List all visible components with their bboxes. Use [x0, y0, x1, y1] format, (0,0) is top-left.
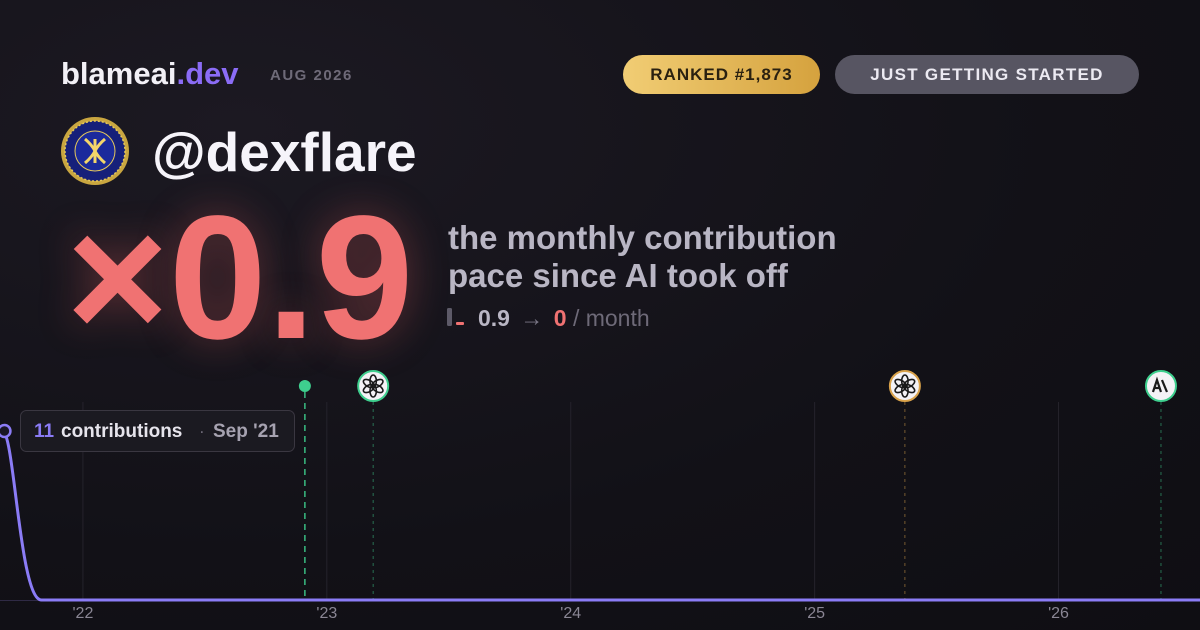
- date: AUG 2026: [270, 67, 353, 84]
- event-icon-circle: [357, 370, 390, 402]
- event-logo: [1151, 376, 1168, 393]
- description-line: pace since AI took off: [448, 257, 788, 294]
- pace-icon: [447, 308, 464, 326]
- pace-unit: / month: [572, 305, 650, 331]
- event-icon: [1144, 370, 1177, 402]
- x-tick-label: '24: [560, 605, 581, 622]
- handle: @dexflare: [152, 121, 417, 183]
- x-tick-label: '22: [72, 605, 93, 622]
- tooltip: 11 contributions · Sep '21: [20, 410, 295, 452]
- description-line: the monthly contribution: [448, 219, 837, 256]
- tooltip-date: Sep '21: [213, 421, 279, 442]
- pace-before: 0.9: [478, 305, 510, 331]
- point-marker: [0, 423, 12, 439]
- pace: 0.9 → 0 / month: [478, 305, 650, 332]
- avatar: [61, 117, 129, 185]
- status-badge: JUST GETTING STARTED: [835, 55, 1139, 94]
- tooltip-separator: ·: [199, 421, 205, 440]
- pace-arrow: →: [520, 305, 544, 331]
- event-icon: [888, 370, 921, 402]
- event-logo: [362, 378, 376, 389]
- event-icon: [357, 370, 390, 402]
- event-dot: [298, 380, 311, 392]
- pace-after: 0: [553, 305, 567, 331]
- event-logo: [894, 378, 907, 389]
- brand-name: blameai: [61, 56, 177, 91]
- contribution-line: [0, 429, 1200, 602]
- event-icon-circle: [888, 370, 921, 402]
- x-tick-label: '25: [804, 605, 825, 622]
- tooltip-box: [20, 410, 295, 452]
- tooltip-label: contributions: [61, 421, 182, 442]
- brand: blameai.dev: [61, 56, 238, 92]
- description: the monthly contribution pace since AI t…: [448, 219, 837, 295]
- event-icon-circle: [1144, 370, 1177, 402]
- x-tick-label: '26: [1048, 605, 1069, 622]
- tooltip-value: 11: [34, 421, 55, 442]
- x-tick-label: '23: [316, 605, 337, 622]
- rank-badge: RANKED #1,873: [623, 55, 820, 94]
- multiplier: ×0.9: [66, 180, 414, 376]
- brand-suffix: .dev: [176, 56, 239, 91]
